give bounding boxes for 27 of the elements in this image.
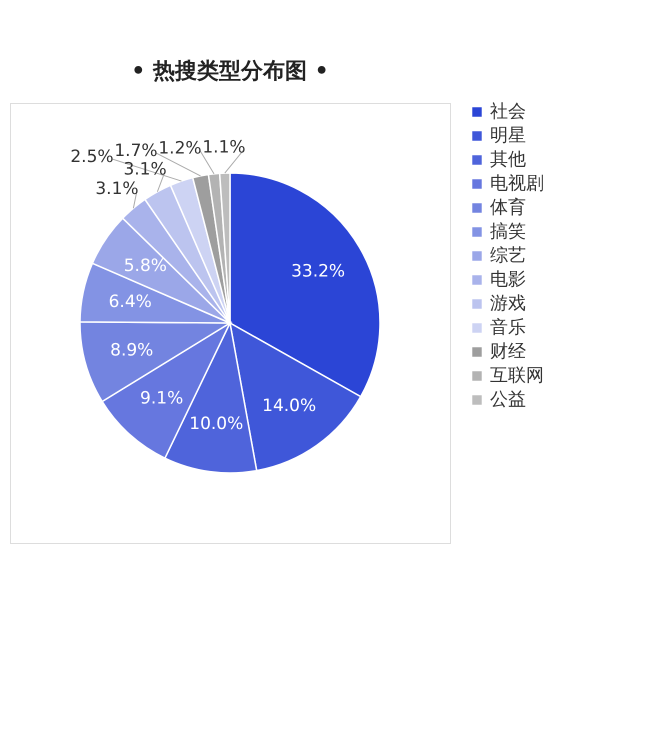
legend-label: 综艺 bbox=[490, 245, 526, 266]
legend-label: 公益 bbox=[490, 389, 526, 410]
chart-title: • 热搜类型分布图 • bbox=[131, 59, 329, 84]
legend-label: 体育 bbox=[490, 197, 526, 218]
data-label: 8.9% bbox=[110, 340, 154, 360]
data-label: 1.1% bbox=[202, 138, 246, 158]
data-label: 14.0% bbox=[262, 396, 316, 416]
legend-label: 其他 bbox=[490, 149, 526, 170]
legend-label: 电影 bbox=[490, 269, 526, 290]
legend-label: 明星 bbox=[490, 125, 526, 146]
data-label: 3.1% bbox=[123, 159, 167, 180]
legend-label: 社会 bbox=[490, 101, 526, 122]
data-label: 2.5% bbox=[70, 146, 114, 167]
legend-label: 游戏 bbox=[490, 293, 526, 314]
legend-label: 财经 bbox=[490, 341, 526, 362]
data-label: 5.8% bbox=[124, 256, 167, 276]
data-label: 33.2% bbox=[291, 262, 346, 282]
data-label: 3.1% bbox=[95, 178, 139, 199]
legend-label: 搞笑 bbox=[490, 221, 526, 242]
data-label: 10.0% bbox=[189, 414, 244, 434]
data-label: 9.1% bbox=[140, 388, 184, 409]
legend-label: 互联网 bbox=[490, 365, 544, 386]
data-label: 1.7% bbox=[114, 140, 158, 161]
data-label: 1.2% bbox=[158, 138, 202, 158]
data-label: 6.4% bbox=[108, 292, 152, 312]
legend-label: 电视剧 bbox=[490, 173, 544, 194]
legend-label: 音乐 bbox=[490, 317, 526, 338]
